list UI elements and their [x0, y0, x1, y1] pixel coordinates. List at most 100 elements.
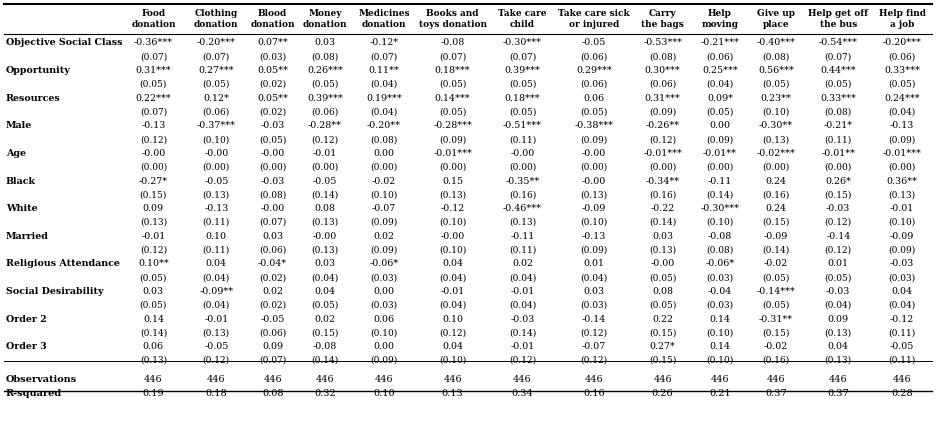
Text: Objective Social Class: Objective Social Class [6, 39, 123, 48]
Text: 0.19: 0.19 [142, 389, 164, 398]
Text: (0.05): (0.05) [580, 107, 607, 116]
Text: (0.00): (0.00) [202, 163, 230, 172]
Text: 0.00: 0.00 [373, 149, 394, 158]
Text: 0.25***: 0.25*** [702, 66, 738, 75]
Text: -0.00: -0.00 [581, 177, 606, 186]
Text: 0.28: 0.28 [891, 389, 913, 398]
Text: -0.36***: -0.36*** [134, 39, 173, 48]
Text: -0.14: -0.14 [581, 314, 606, 324]
Text: (0.05): (0.05) [312, 80, 339, 89]
Text: (0.03): (0.03) [259, 52, 286, 61]
Text: 0.18***: 0.18*** [435, 66, 471, 75]
Text: -0.05: -0.05 [260, 314, 285, 324]
Text: (0.05): (0.05) [312, 301, 339, 310]
Text: -0.00: -0.00 [260, 204, 285, 213]
Text: White: White [6, 204, 37, 213]
Text: (0.14): (0.14) [509, 328, 536, 337]
Text: (0.05): (0.05) [139, 301, 168, 310]
Text: (0.13): (0.13) [439, 190, 466, 199]
Text: -0.05: -0.05 [581, 39, 606, 48]
Text: (0.12): (0.12) [139, 135, 167, 144]
Text: (0.00): (0.00) [509, 163, 536, 172]
Text: 0.02: 0.02 [314, 314, 335, 324]
Text: (0.00): (0.00) [649, 163, 677, 172]
Text: donation: donation [250, 20, 295, 29]
Text: (0.07): (0.07) [259, 218, 286, 227]
Text: 0.04: 0.04 [314, 287, 335, 296]
Text: or injured: or injured [569, 20, 619, 29]
Text: -0.30**: -0.30** [759, 121, 793, 130]
Text: 0.31***: 0.31*** [645, 94, 680, 103]
Text: the bus: the bus [820, 20, 856, 29]
Text: -0.09: -0.09 [890, 232, 914, 241]
Text: (0.11): (0.11) [888, 328, 915, 337]
Text: -0.03: -0.03 [510, 314, 534, 324]
Text: 0.03: 0.03 [262, 232, 284, 241]
Text: (0.16): (0.16) [509, 190, 536, 199]
Text: (0.00): (0.00) [139, 163, 167, 172]
Text: -0.01***: -0.01*** [883, 149, 922, 158]
Text: Social Desirability: Social Desirability [6, 287, 104, 296]
Text: 446: 446 [315, 375, 334, 384]
Text: -0.03: -0.03 [826, 287, 851, 296]
Text: -0.03: -0.03 [826, 204, 851, 213]
Text: -0.12: -0.12 [441, 204, 465, 213]
Text: 0.04: 0.04 [892, 287, 913, 296]
Text: (0.13): (0.13) [509, 218, 536, 227]
Text: 0.06: 0.06 [143, 342, 164, 351]
Text: donation: donation [131, 20, 176, 29]
Text: 0.03: 0.03 [652, 232, 673, 241]
Text: -0.08: -0.08 [441, 39, 465, 48]
Text: -0.34**: -0.34** [646, 177, 680, 186]
Text: (0.13): (0.13) [649, 246, 676, 254]
Text: (0.14): (0.14) [649, 218, 677, 227]
Text: (0.09): (0.09) [371, 218, 398, 227]
Text: (0.15): (0.15) [649, 328, 677, 337]
Text: -0.01: -0.01 [890, 204, 914, 213]
Text: (0.03): (0.03) [371, 273, 398, 282]
Text: (0.07): (0.07) [509, 52, 536, 61]
Text: 0.16: 0.16 [583, 389, 605, 398]
Text: 0.03: 0.03 [583, 287, 605, 296]
Text: 0.09: 0.09 [143, 204, 164, 213]
Text: 0.08: 0.08 [652, 287, 673, 296]
Text: (0.10): (0.10) [762, 107, 789, 116]
Text: 0.02: 0.02 [262, 287, 283, 296]
Text: (0.03): (0.03) [580, 301, 607, 310]
Text: (0.09): (0.09) [888, 246, 915, 254]
Text: -0.51***: -0.51*** [503, 121, 542, 130]
Text: -0.01**: -0.01** [703, 149, 737, 158]
Text: (0.00): (0.00) [580, 163, 607, 172]
Text: -0.27*: -0.27* [139, 177, 168, 186]
Text: Medicines: Medicines [358, 9, 410, 18]
Text: 0.19***: 0.19*** [366, 94, 402, 103]
Text: 0.34: 0.34 [512, 389, 534, 398]
Text: -0.00: -0.00 [510, 149, 534, 158]
Text: (0.00): (0.00) [371, 163, 398, 172]
Text: (0.11): (0.11) [202, 246, 230, 254]
Text: 0.32: 0.32 [314, 389, 336, 398]
Text: 0.21: 0.21 [709, 389, 731, 398]
Text: (0.10): (0.10) [439, 246, 466, 254]
Text: Help get off: Help get off [808, 9, 869, 18]
Text: 0.11**: 0.11** [369, 66, 400, 75]
Text: (0.12): (0.12) [649, 135, 676, 144]
Text: 0.08: 0.08 [314, 204, 335, 213]
Text: (0.04): (0.04) [202, 301, 230, 310]
Text: 446: 446 [710, 375, 729, 384]
Text: -0.08: -0.08 [708, 232, 732, 241]
Text: (0.05): (0.05) [509, 107, 536, 116]
Text: (0.04): (0.04) [888, 301, 915, 310]
Text: 0.07**: 0.07** [257, 39, 288, 48]
Text: -0.09: -0.09 [581, 204, 606, 213]
Text: (0.12): (0.12) [825, 218, 852, 227]
Text: -0.13: -0.13 [141, 121, 166, 130]
Text: 0.05**: 0.05** [257, 94, 288, 103]
Text: (0.00): (0.00) [888, 163, 915, 172]
Text: -0.05: -0.05 [204, 342, 228, 351]
Text: (0.05): (0.05) [825, 273, 852, 282]
Text: Take care: Take care [498, 9, 547, 18]
Text: 0.05**: 0.05** [257, 66, 288, 75]
Text: 446: 446 [829, 375, 847, 384]
Text: -0.00: -0.00 [141, 149, 166, 158]
